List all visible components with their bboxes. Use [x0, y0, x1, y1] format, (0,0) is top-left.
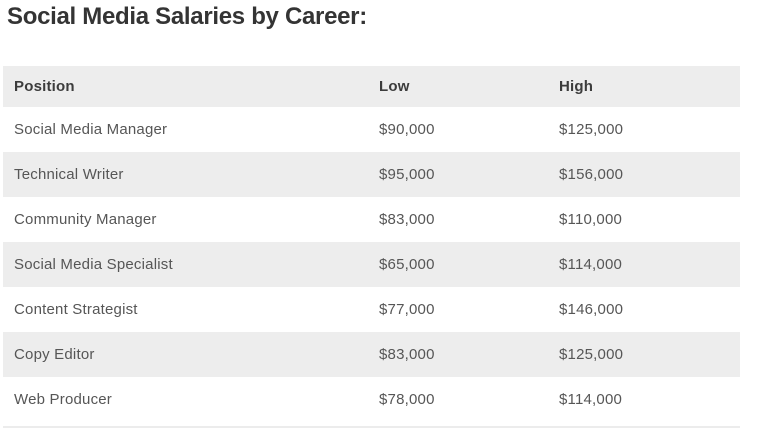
table-row: Social Media Specialist $65,000 $114,000 [3, 242, 740, 287]
high-salary-cell: $114,000 [559, 391, 623, 408]
low-salary-cell: $90,000 [379, 121, 435, 138]
low-salary-cell: $65,000 [379, 256, 435, 273]
low-salary-cell: $77,000 [379, 301, 435, 318]
high-salary-cell: $110,000 [559, 211, 623, 228]
position-cell: Copy Editor [14, 346, 95, 363]
table-row: Community Manager $83,000 $110,000 [3, 197, 740, 242]
position-cell: Content Strategist [14, 301, 138, 318]
column-header-high: High [559, 78, 594, 95]
low-salary-cell: $95,000 [379, 166, 435, 183]
high-salary-cell: $156,000 [559, 166, 624, 183]
high-salary-cell: $125,000 [559, 121, 624, 138]
column-header-low: Low [379, 78, 410, 95]
page-title: Social Media Salaries by Career: [7, 3, 367, 30]
low-salary-cell: $78,000 [379, 391, 435, 408]
position-cell: Web Producer [14, 391, 113, 408]
table-bottom-divider [3, 426, 740, 428]
table-body: Social Media Manager $90,000 $125,000 Techn… [3, 107, 740, 422]
position-cell: Technical Writer [14, 166, 124, 183]
position-cell: Community Manager [14, 211, 157, 228]
table-header-row: Position Low High [3, 66, 740, 107]
salary-table: Position Low High Social Media Manager $9… [3, 66, 740, 422]
low-salary-cell: $83,000 [379, 346, 435, 363]
high-salary-cell: $125,000 [559, 346, 624, 363]
column-header-position: Position [14, 78, 75, 95]
position-cell: Social Media Specialist [14, 256, 173, 273]
high-salary-cell: $114,000 [559, 256, 623, 273]
table-row: Technical Writer $95,000 $156,000 [3, 152, 740, 197]
table-row: Content Strategist $77,000 $146,000 [3, 287, 740, 332]
high-salary-cell: $146,000 [559, 301, 624, 318]
position-cell: Social Media Manager [14, 121, 168, 138]
low-salary-cell: $83,000 [379, 211, 435, 228]
table-row: Web Producer $78,000 $114,000 [3, 377, 740, 422]
table-row: Copy Editor $83,000 $125,000 [3, 332, 740, 377]
table-row: Social Media Manager $90,000 $125,000 [3, 107, 740, 152]
